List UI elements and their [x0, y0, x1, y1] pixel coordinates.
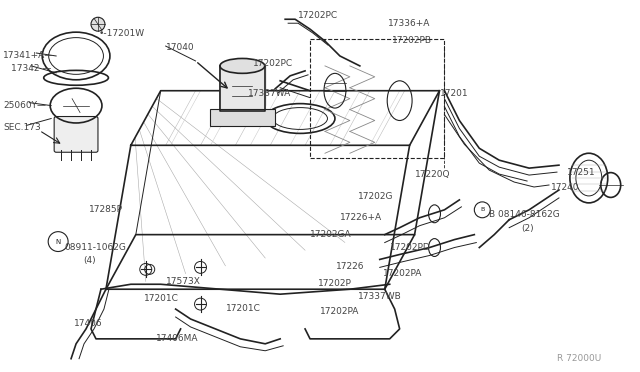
Text: 17202GA: 17202GA: [310, 230, 351, 239]
Bar: [220, 66, 265, 110]
Text: 17342 —: 17342 —: [12, 64, 52, 73]
Text: B 08146-8162G: B 08146-8162G: [489, 210, 560, 219]
Text: 17220Q: 17220Q: [415, 170, 450, 179]
Text: 17202P: 17202P: [318, 279, 352, 288]
Text: 17201C: 17201C: [144, 294, 179, 303]
Text: 17226: 17226: [336, 262, 364, 272]
Text: B: B: [480, 207, 484, 212]
Text: 17240: 17240: [551, 183, 579, 192]
Ellipse shape: [220, 58, 265, 73]
Text: 17406: 17406: [74, 319, 102, 328]
Text: SEC.173: SEC.173: [3, 124, 41, 132]
Text: 17202PA: 17202PA: [383, 269, 422, 278]
Text: R 72000U: R 72000U: [557, 354, 601, 363]
Text: 17202PC: 17202PC: [298, 11, 338, 20]
Text: 17336+A: 17336+A: [388, 19, 430, 28]
Text: 17202PA: 17202PA: [320, 307, 360, 316]
Text: 17201C: 17201C: [227, 304, 261, 313]
Text: 17202PD: 17202PD: [390, 243, 431, 251]
Text: 17202PC: 17202PC: [253, 59, 293, 68]
Text: N: N: [56, 238, 61, 244]
Text: 17337WA: 17337WA: [248, 89, 292, 98]
Text: (4): (4): [83, 256, 95, 266]
Bar: [211, 109, 275, 126]
Text: 17337WB: 17337WB: [358, 292, 401, 301]
Text: 17040: 17040: [166, 43, 195, 52]
Text: 08911-1062G: 08911-1062G: [64, 243, 126, 251]
Text: 17202G: 17202G: [358, 192, 394, 201]
Text: 17406MA: 17406MA: [156, 334, 198, 343]
Text: 17201: 17201: [440, 89, 468, 98]
Text: 17251: 17251: [567, 168, 596, 177]
Bar: [310, 39, 444, 158]
Text: 17285P: 17285P: [89, 205, 123, 214]
Text: 17226+A: 17226+A: [340, 213, 382, 222]
Text: 17202PB: 17202PB: [392, 36, 432, 45]
Text: (2): (2): [521, 224, 534, 233]
Text: 17341+A—: 17341+A—: [3, 51, 54, 60]
FancyBboxPatch shape: [54, 116, 98, 152]
Text: •-17201W: •-17201W: [99, 29, 145, 38]
Text: 25060Y—: 25060Y—: [3, 101, 46, 110]
Text: 17573X: 17573X: [166, 277, 200, 286]
Circle shape: [91, 17, 105, 31]
